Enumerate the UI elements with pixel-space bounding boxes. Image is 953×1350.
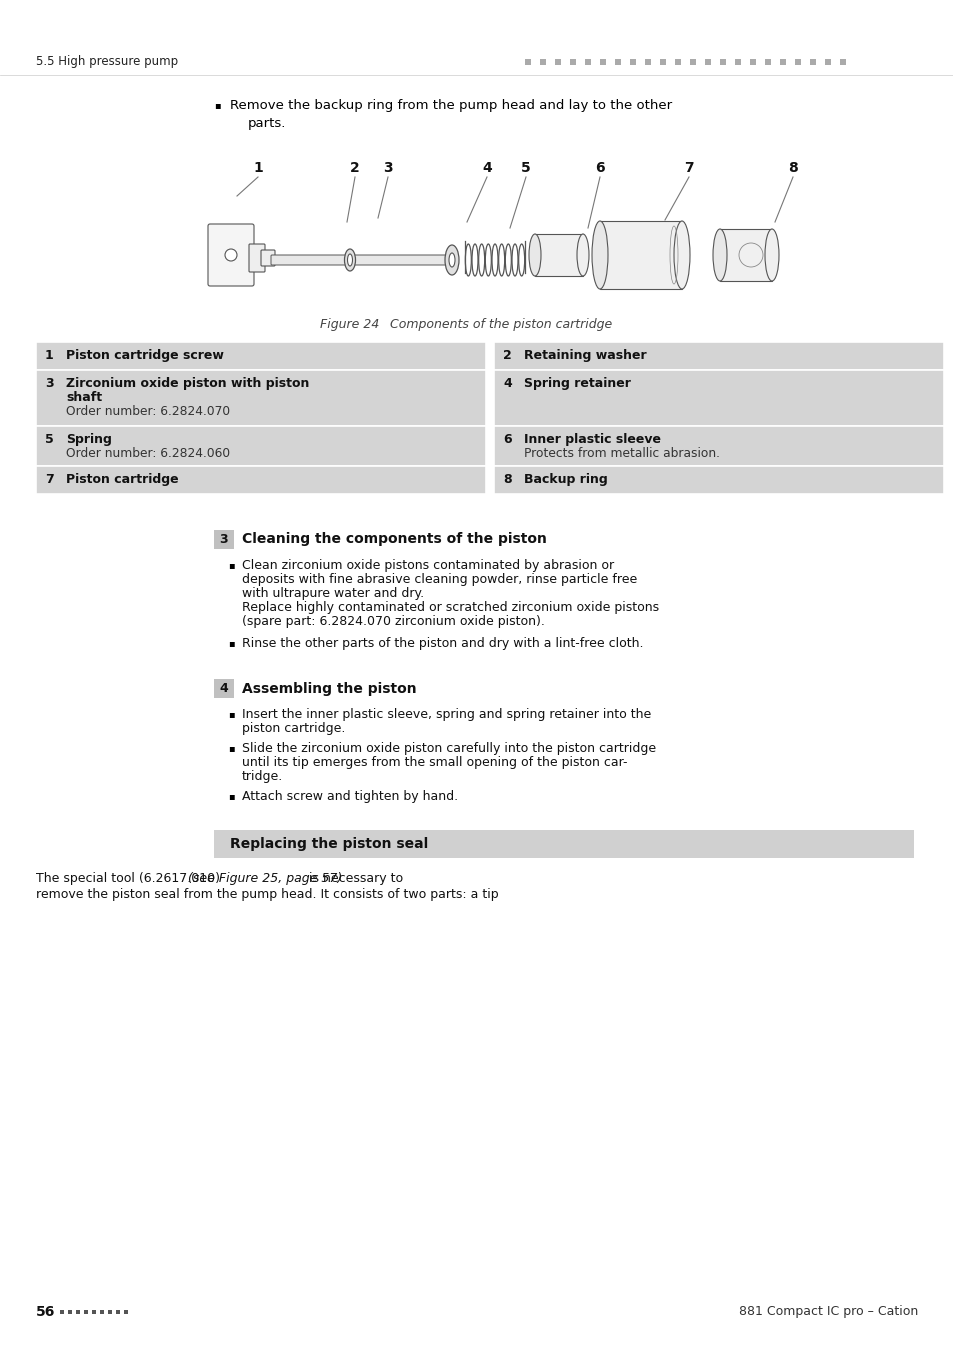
Text: 4: 4 bbox=[481, 161, 492, 176]
Ellipse shape bbox=[577, 234, 588, 275]
Text: 3: 3 bbox=[383, 161, 393, 176]
Ellipse shape bbox=[444, 244, 458, 275]
Text: 5: 5 bbox=[45, 433, 53, 446]
Text: Insert the inner plastic sleeve, spring and spring retainer into the: Insert the inner plastic sleeve, spring … bbox=[242, 707, 651, 721]
Ellipse shape bbox=[592, 221, 607, 289]
Text: deposits with fine abrasive cleaning powder, rinse particle free: deposits with fine abrasive cleaning pow… bbox=[242, 572, 637, 586]
Text: remove the piston seal from the pump head. It consists of two parts: a tip: remove the piston seal from the pump hea… bbox=[36, 888, 498, 900]
Bar bbox=[36, 342, 485, 370]
Bar bbox=[494, 427, 943, 466]
Text: Piston cartridge: Piston cartridge bbox=[66, 472, 178, 486]
Bar bbox=[213, 830, 913, 859]
Text: 7: 7 bbox=[683, 161, 693, 176]
Text: Remove the backup ring from the pump head and lay to the other: Remove the backup ring from the pump hea… bbox=[230, 99, 672, 112]
Bar bbox=[494, 342, 943, 370]
Ellipse shape bbox=[764, 230, 779, 281]
Text: is necessary to: is necessary to bbox=[304, 872, 402, 886]
Text: parts.: parts. bbox=[248, 116, 286, 130]
Text: tridge.: tridge. bbox=[242, 769, 283, 783]
Text: 4: 4 bbox=[219, 682, 228, 695]
Text: Rinse the other parts of the piston and dry with a lint-free cloth.: Rinse the other parts of the piston and … bbox=[242, 637, 643, 649]
Text: Figure 24: Figure 24 bbox=[319, 319, 379, 331]
Text: Retaining washer: Retaining washer bbox=[523, 350, 646, 362]
Text: Order number: 6.2824.060: Order number: 6.2824.060 bbox=[66, 447, 230, 460]
Text: Replacing the piston seal: Replacing the piston seal bbox=[230, 837, 428, 850]
Text: 3: 3 bbox=[45, 377, 53, 390]
Text: (see Figure 25, page 57): (see Figure 25, page 57) bbox=[188, 872, 342, 886]
FancyBboxPatch shape bbox=[271, 255, 446, 265]
Text: (spare part: 6.2824.070 zirconium oxide piston).: (spare part: 6.2824.070 zirconium oxide … bbox=[242, 616, 544, 628]
Text: 1: 1 bbox=[45, 350, 53, 362]
Text: Protects from metallic abrasion.: Protects from metallic abrasion. bbox=[523, 447, 720, 460]
Text: 1: 1 bbox=[253, 161, 263, 176]
Text: Spring retainer: Spring retainer bbox=[523, 377, 630, 390]
Text: Components of the piston cartridge: Components of the piston cartridge bbox=[374, 319, 612, 331]
FancyBboxPatch shape bbox=[720, 230, 771, 281]
Bar bbox=[36, 466, 485, 494]
Text: Zirconium oxide piston with piston: Zirconium oxide piston with piston bbox=[66, 377, 309, 390]
Ellipse shape bbox=[673, 221, 689, 289]
Text: 881 Compact IC pro – Cation: 881 Compact IC pro – Cation bbox=[738, 1305, 917, 1319]
Text: 7: 7 bbox=[45, 472, 53, 486]
Ellipse shape bbox=[347, 254, 352, 266]
Text: ▪: ▪ bbox=[228, 791, 234, 801]
Text: 8: 8 bbox=[787, 161, 797, 176]
Ellipse shape bbox=[449, 252, 455, 267]
Text: 56: 56 bbox=[36, 1305, 55, 1319]
Bar bbox=[213, 679, 233, 698]
FancyBboxPatch shape bbox=[261, 250, 274, 266]
Text: shaft: shaft bbox=[66, 392, 102, 404]
Text: 5.5 High pressure pump: 5.5 High pressure pump bbox=[36, 55, 178, 69]
Text: until its tip emerges from the small opening of the piston car-: until its tip emerges from the small ope… bbox=[242, 756, 627, 770]
Text: Clean zirconium oxide pistons contaminated by abrasion or: Clean zirconium oxide pistons contaminat… bbox=[242, 559, 614, 572]
Text: ▪: ▪ bbox=[213, 100, 220, 109]
FancyBboxPatch shape bbox=[249, 244, 265, 271]
Text: 4: 4 bbox=[502, 377, 511, 390]
Text: with ultrapure water and dry.: with ultrapure water and dry. bbox=[242, 587, 424, 599]
Text: Cleaning the components of the piston: Cleaning the components of the piston bbox=[242, 532, 546, 547]
Text: 8: 8 bbox=[502, 472, 511, 486]
Text: ▪: ▪ bbox=[228, 560, 234, 570]
Text: Order number: 6.2824.070: Order number: 6.2824.070 bbox=[66, 405, 230, 418]
Ellipse shape bbox=[712, 230, 726, 281]
Bar bbox=[36, 370, 485, 427]
Text: Spring: Spring bbox=[66, 433, 112, 446]
Bar bbox=[494, 466, 943, 494]
FancyBboxPatch shape bbox=[208, 224, 253, 286]
Circle shape bbox=[225, 248, 236, 261]
Text: 6: 6 bbox=[595, 161, 604, 176]
Text: 5: 5 bbox=[520, 161, 530, 176]
Text: Slide the zirconium oxide piston carefully into the piston cartridge: Slide the zirconium oxide piston careful… bbox=[242, 743, 656, 755]
Text: 6: 6 bbox=[502, 433, 511, 446]
Text: Inner plastic sleeve: Inner plastic sleeve bbox=[523, 433, 660, 446]
Bar bbox=[213, 531, 233, 549]
Text: ▪: ▪ bbox=[228, 743, 234, 753]
Text: Piston cartridge screw: Piston cartridge screw bbox=[66, 350, 224, 362]
FancyBboxPatch shape bbox=[535, 234, 582, 275]
Text: 2: 2 bbox=[350, 161, 359, 176]
Bar bbox=[494, 370, 943, 427]
Text: Backup ring: Backup ring bbox=[523, 472, 607, 486]
Text: ▪: ▪ bbox=[228, 639, 234, 648]
Text: ▪: ▪ bbox=[228, 709, 234, 720]
FancyBboxPatch shape bbox=[599, 221, 681, 289]
Text: 2: 2 bbox=[502, 350, 511, 362]
Text: The special tool (6.2617.010): The special tool (6.2617.010) bbox=[36, 872, 224, 886]
Ellipse shape bbox=[344, 248, 355, 271]
Text: 3: 3 bbox=[219, 533, 228, 545]
Ellipse shape bbox=[529, 234, 540, 275]
Text: Attach screw and tighten by hand.: Attach screw and tighten by hand. bbox=[242, 790, 457, 803]
Text: piston cartridge.: piston cartridge. bbox=[242, 722, 345, 734]
Bar bbox=[36, 427, 485, 466]
Text: Assembling the piston: Assembling the piston bbox=[242, 682, 416, 695]
Text: Replace highly contaminated or scratched zirconium oxide pistons: Replace highly contaminated or scratched… bbox=[242, 601, 659, 614]
